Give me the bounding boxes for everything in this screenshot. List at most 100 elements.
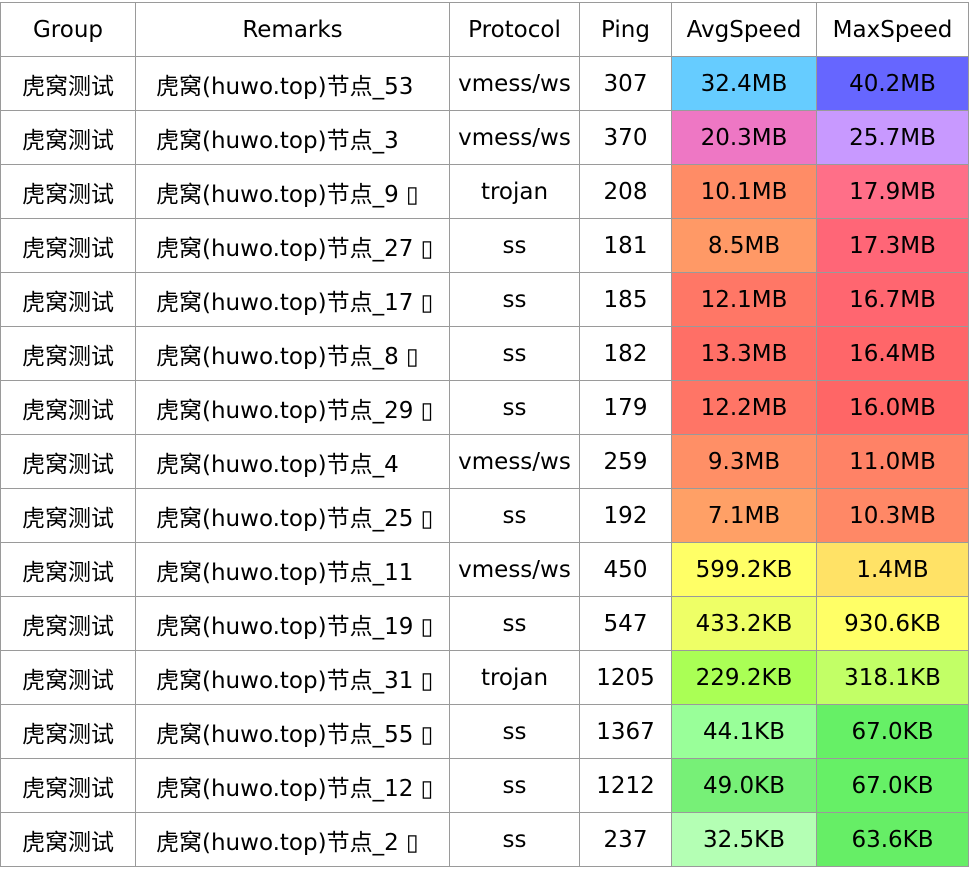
group-cell: 虎窝测试 xyxy=(0,812,136,867)
remarks-cell: 虎窝(huwo.top)节点_17 ▯ xyxy=(135,272,450,327)
group-cell: 虎窝测试 xyxy=(0,704,136,759)
protocol-cell: ss xyxy=(449,704,580,759)
group-cell: 虎窝测试 xyxy=(0,110,136,165)
remarks-cell: 虎窝(huwo.top)节点_53 xyxy=(135,56,450,111)
table-row: 虎窝测试 虎窝(huwo.top)节点_55 ▯ ss 1367 44.1KB 67.0K… xyxy=(0,704,969,759)
protocol-cell: vmess/ws xyxy=(449,56,580,111)
group-cell: 虎窝测试 xyxy=(0,650,136,705)
ping-cell: 208 xyxy=(579,164,672,219)
avg-speed-cell: 9.3MB xyxy=(671,434,817,489)
protocol-cell: vmess/ws xyxy=(449,542,580,597)
max-speed-cell: 930.6KB xyxy=(816,596,969,651)
table-row: 虎窝测试 虎窝(huwo.top)节点_12 ▯ ss 1212 49.0KB 67.0K… xyxy=(0,758,969,813)
table-row: 虎窝测试 虎窝(huwo.top)节点_53 vmess/ws 307 32.4MB 40… xyxy=(0,56,969,111)
table-row: 虎窝测试 虎窝(huwo.top)节点_25 ▯ ss 192 7.1MB 10.3MB xyxy=(0,488,969,543)
avg-speed-cell: 7.1MB xyxy=(671,488,817,543)
table-body: 虎窝测试 虎窝(huwo.top)节点_53 vmess/ws 307 32.4MB 40… xyxy=(0,56,969,867)
max-speed-cell: 67.0KB xyxy=(816,758,969,813)
max-speed-cell: 40.2MB xyxy=(816,56,969,111)
table-row: 虎窝测试 虎窝(huwo.top)节点_4 vmess/ws 259 9.3MB 11.0… xyxy=(0,434,969,489)
ping-cell: 185 xyxy=(579,272,672,327)
remarks-cell: 虎窝(huwo.top)节点_12 ▯ xyxy=(135,758,450,813)
group-cell: 虎窝测试 xyxy=(0,380,136,435)
remarks-cell: 虎窝(huwo.top)节点_19 ▯ xyxy=(135,596,450,651)
max-speed-cell: 63.6KB xyxy=(816,812,969,867)
group-cell: 虎窝测试 xyxy=(0,56,136,111)
ping-cell: 181 xyxy=(579,218,672,273)
avg-speed-cell: 12.2MB xyxy=(671,380,817,435)
avg-speed-cell: 599.2KB xyxy=(671,542,817,597)
remarks-cell: 虎窝(huwo.top)节点_4 xyxy=(135,434,450,489)
ping-cell: 1367 xyxy=(579,704,672,759)
ping-cell: 1205 xyxy=(579,650,672,705)
ping-cell: 192 xyxy=(579,488,672,543)
table-row: 虎窝测试 虎窝(huwo.top)节点_2 ▯ ss 237 32.5KB 63.6KB xyxy=(0,812,969,867)
header-avg-speed: AvgSpeed xyxy=(671,2,817,57)
header-ping: Ping xyxy=(579,2,672,57)
max-speed-cell: 25.7MB xyxy=(816,110,969,165)
avg-speed-cell: 433.2KB xyxy=(671,596,817,651)
protocol-cell: ss xyxy=(449,218,580,273)
ping-cell: 370 xyxy=(579,110,672,165)
table-row: 虎窝测试 虎窝(huwo.top)节点_9 ▯ trojan 208 10.1MB 17.… xyxy=(0,164,969,219)
max-speed-cell: 16.4MB xyxy=(816,326,969,381)
ping-cell: 547 xyxy=(579,596,672,651)
ping-cell: 237 xyxy=(579,812,672,867)
avg-speed-cell: 12.1MB xyxy=(671,272,817,327)
group-cell: 虎窝测试 xyxy=(0,326,136,381)
max-speed-cell: 318.1KB xyxy=(816,650,969,705)
avg-speed-cell: 229.2KB xyxy=(671,650,817,705)
protocol-cell: ss xyxy=(449,812,580,867)
remarks-cell: 虎窝(huwo.top)节点_9 ▯ xyxy=(135,164,450,219)
max-speed-cell: 17.3MB xyxy=(816,218,969,273)
protocol-cell: trojan xyxy=(449,650,580,705)
protocol-cell: trojan xyxy=(449,164,580,219)
protocol-cell: ss xyxy=(449,596,580,651)
group-cell: 虎窝测试 xyxy=(0,542,136,597)
table-row: 虎窝测试 虎窝(huwo.top)节点_11 vmess/ws 450 599.2KB 1… xyxy=(0,542,969,597)
protocol-cell: ss xyxy=(449,758,580,813)
group-cell: 虎窝测试 xyxy=(0,596,136,651)
table-row: 虎窝测试 虎窝(huwo.top)节点_8 ▯ ss 182 13.3MB 16.4MB xyxy=(0,326,969,381)
avg-speed-cell: 13.3MB xyxy=(671,326,817,381)
max-speed-cell: 67.0KB xyxy=(816,704,969,759)
avg-speed-cell: 49.0KB xyxy=(671,758,817,813)
ping-cell: 259 xyxy=(579,434,672,489)
max-speed-cell: 16.0MB xyxy=(816,380,969,435)
protocol-cell: ss xyxy=(449,326,580,381)
group-cell: 虎窝测试 xyxy=(0,488,136,543)
remarks-cell: 虎窝(huwo.top)节点_2 ▯ xyxy=(135,812,450,867)
group-cell: 虎窝测试 xyxy=(0,272,136,327)
protocol-cell: ss xyxy=(449,488,580,543)
remarks-cell: 虎窝(huwo.top)节点_31 ▯ xyxy=(135,650,450,705)
ping-cell: 182 xyxy=(579,326,672,381)
protocol-cell: ss xyxy=(449,380,580,435)
header-remarks: Remarks xyxy=(135,2,450,57)
table-row: 虎窝测试 虎窝(huwo.top)节点_27 ▯ ss 181 8.5MB 17.3MB xyxy=(0,218,969,273)
group-cell: 虎窝测试 xyxy=(0,218,136,273)
max-speed-cell: 11.0MB xyxy=(816,434,969,489)
remarks-cell: 虎窝(huwo.top)节点_55 ▯ xyxy=(135,704,450,759)
header-row: Group Remarks Protocol Ping AvgSpeed Max… xyxy=(0,2,969,57)
header-protocol: Protocol xyxy=(449,2,580,57)
max-speed-cell: 17.9MB xyxy=(816,164,969,219)
header-max-speed: MaxSpeed xyxy=(816,2,969,57)
table-row: 虎窝测试 虎窝(huwo.top)节点_19 ▯ ss 547 433.2KB 930.6… xyxy=(0,596,969,651)
table-row: 虎窝测试 虎窝(huwo.top)节点_3 vmess/ws 370 20.3MB 25.… xyxy=(0,110,969,165)
avg-speed-cell: 44.1KB xyxy=(671,704,817,759)
remarks-cell: 虎窝(huwo.top)节点_29 ▯ xyxy=(135,380,450,435)
table-row: 虎窝测试 虎窝(huwo.top)节点_17 ▯ ss 185 12.1MB 16.7MB xyxy=(0,272,969,327)
avg-speed-cell: 20.3MB xyxy=(671,110,817,165)
remarks-cell: 虎窝(huwo.top)节点_3 xyxy=(135,110,450,165)
max-speed-cell: 1.4MB xyxy=(816,542,969,597)
max-speed-cell: 10.3MB xyxy=(816,488,969,543)
avg-speed-cell: 32.5KB xyxy=(671,812,817,867)
remarks-cell: 虎窝(huwo.top)节点_27 ▯ xyxy=(135,218,450,273)
ping-cell: 179 xyxy=(579,380,672,435)
ping-cell: 1212 xyxy=(579,758,672,813)
avg-speed-cell: 32.4MB xyxy=(671,56,817,111)
ping-cell: 307 xyxy=(579,56,672,111)
protocol-cell: vmess/ws xyxy=(449,434,580,489)
group-cell: 虎窝测试 xyxy=(0,164,136,219)
